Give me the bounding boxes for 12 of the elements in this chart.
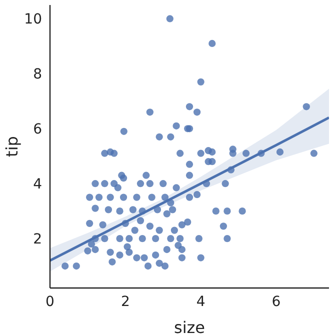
y-tick-label: 10 — [24, 12, 42, 28]
y-tick-label: 8 — [33, 66, 42, 83]
y-tick-label: 4 — [33, 176, 42, 193]
x-tick-label: 6 — [272, 294, 281, 310]
line-series — [50, 116, 329, 262]
x-tick-label: 4 — [196, 294, 206, 310]
x-axis-title: size — [174, 318, 206, 335]
y-tick-label: 2 — [33, 232, 42, 248]
y-tick-label: 6 — [33, 122, 42, 138]
x-tick-label: 2 — [120, 294, 130, 310]
x-tick-label: 0 — [46, 294, 54, 310]
y-axis-title: tip — [2, 136, 22, 157]
